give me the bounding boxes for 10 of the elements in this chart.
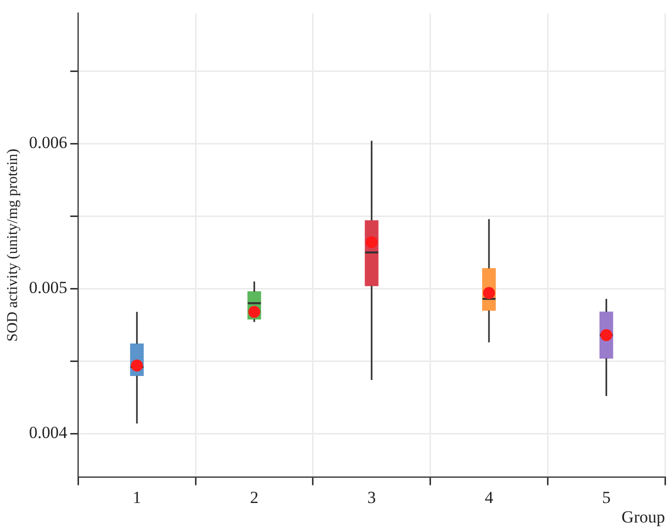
x-axis-title: Group xyxy=(622,507,665,526)
y-tick-label: 0.005 xyxy=(29,278,68,298)
x-tick-label: 5 xyxy=(602,488,611,507)
x-tick-label: 2 xyxy=(250,488,259,507)
x-tick-label: 1 xyxy=(132,488,142,507)
x-tick-label: 3 xyxy=(367,488,376,507)
y-tick-label: 0.004 xyxy=(29,423,68,442)
y-tick-label: 0.006 xyxy=(29,133,68,152)
x-tick-label: 4 xyxy=(484,488,494,507)
y-axis-title: SOD activity (unity/mg protein) xyxy=(4,148,21,342)
